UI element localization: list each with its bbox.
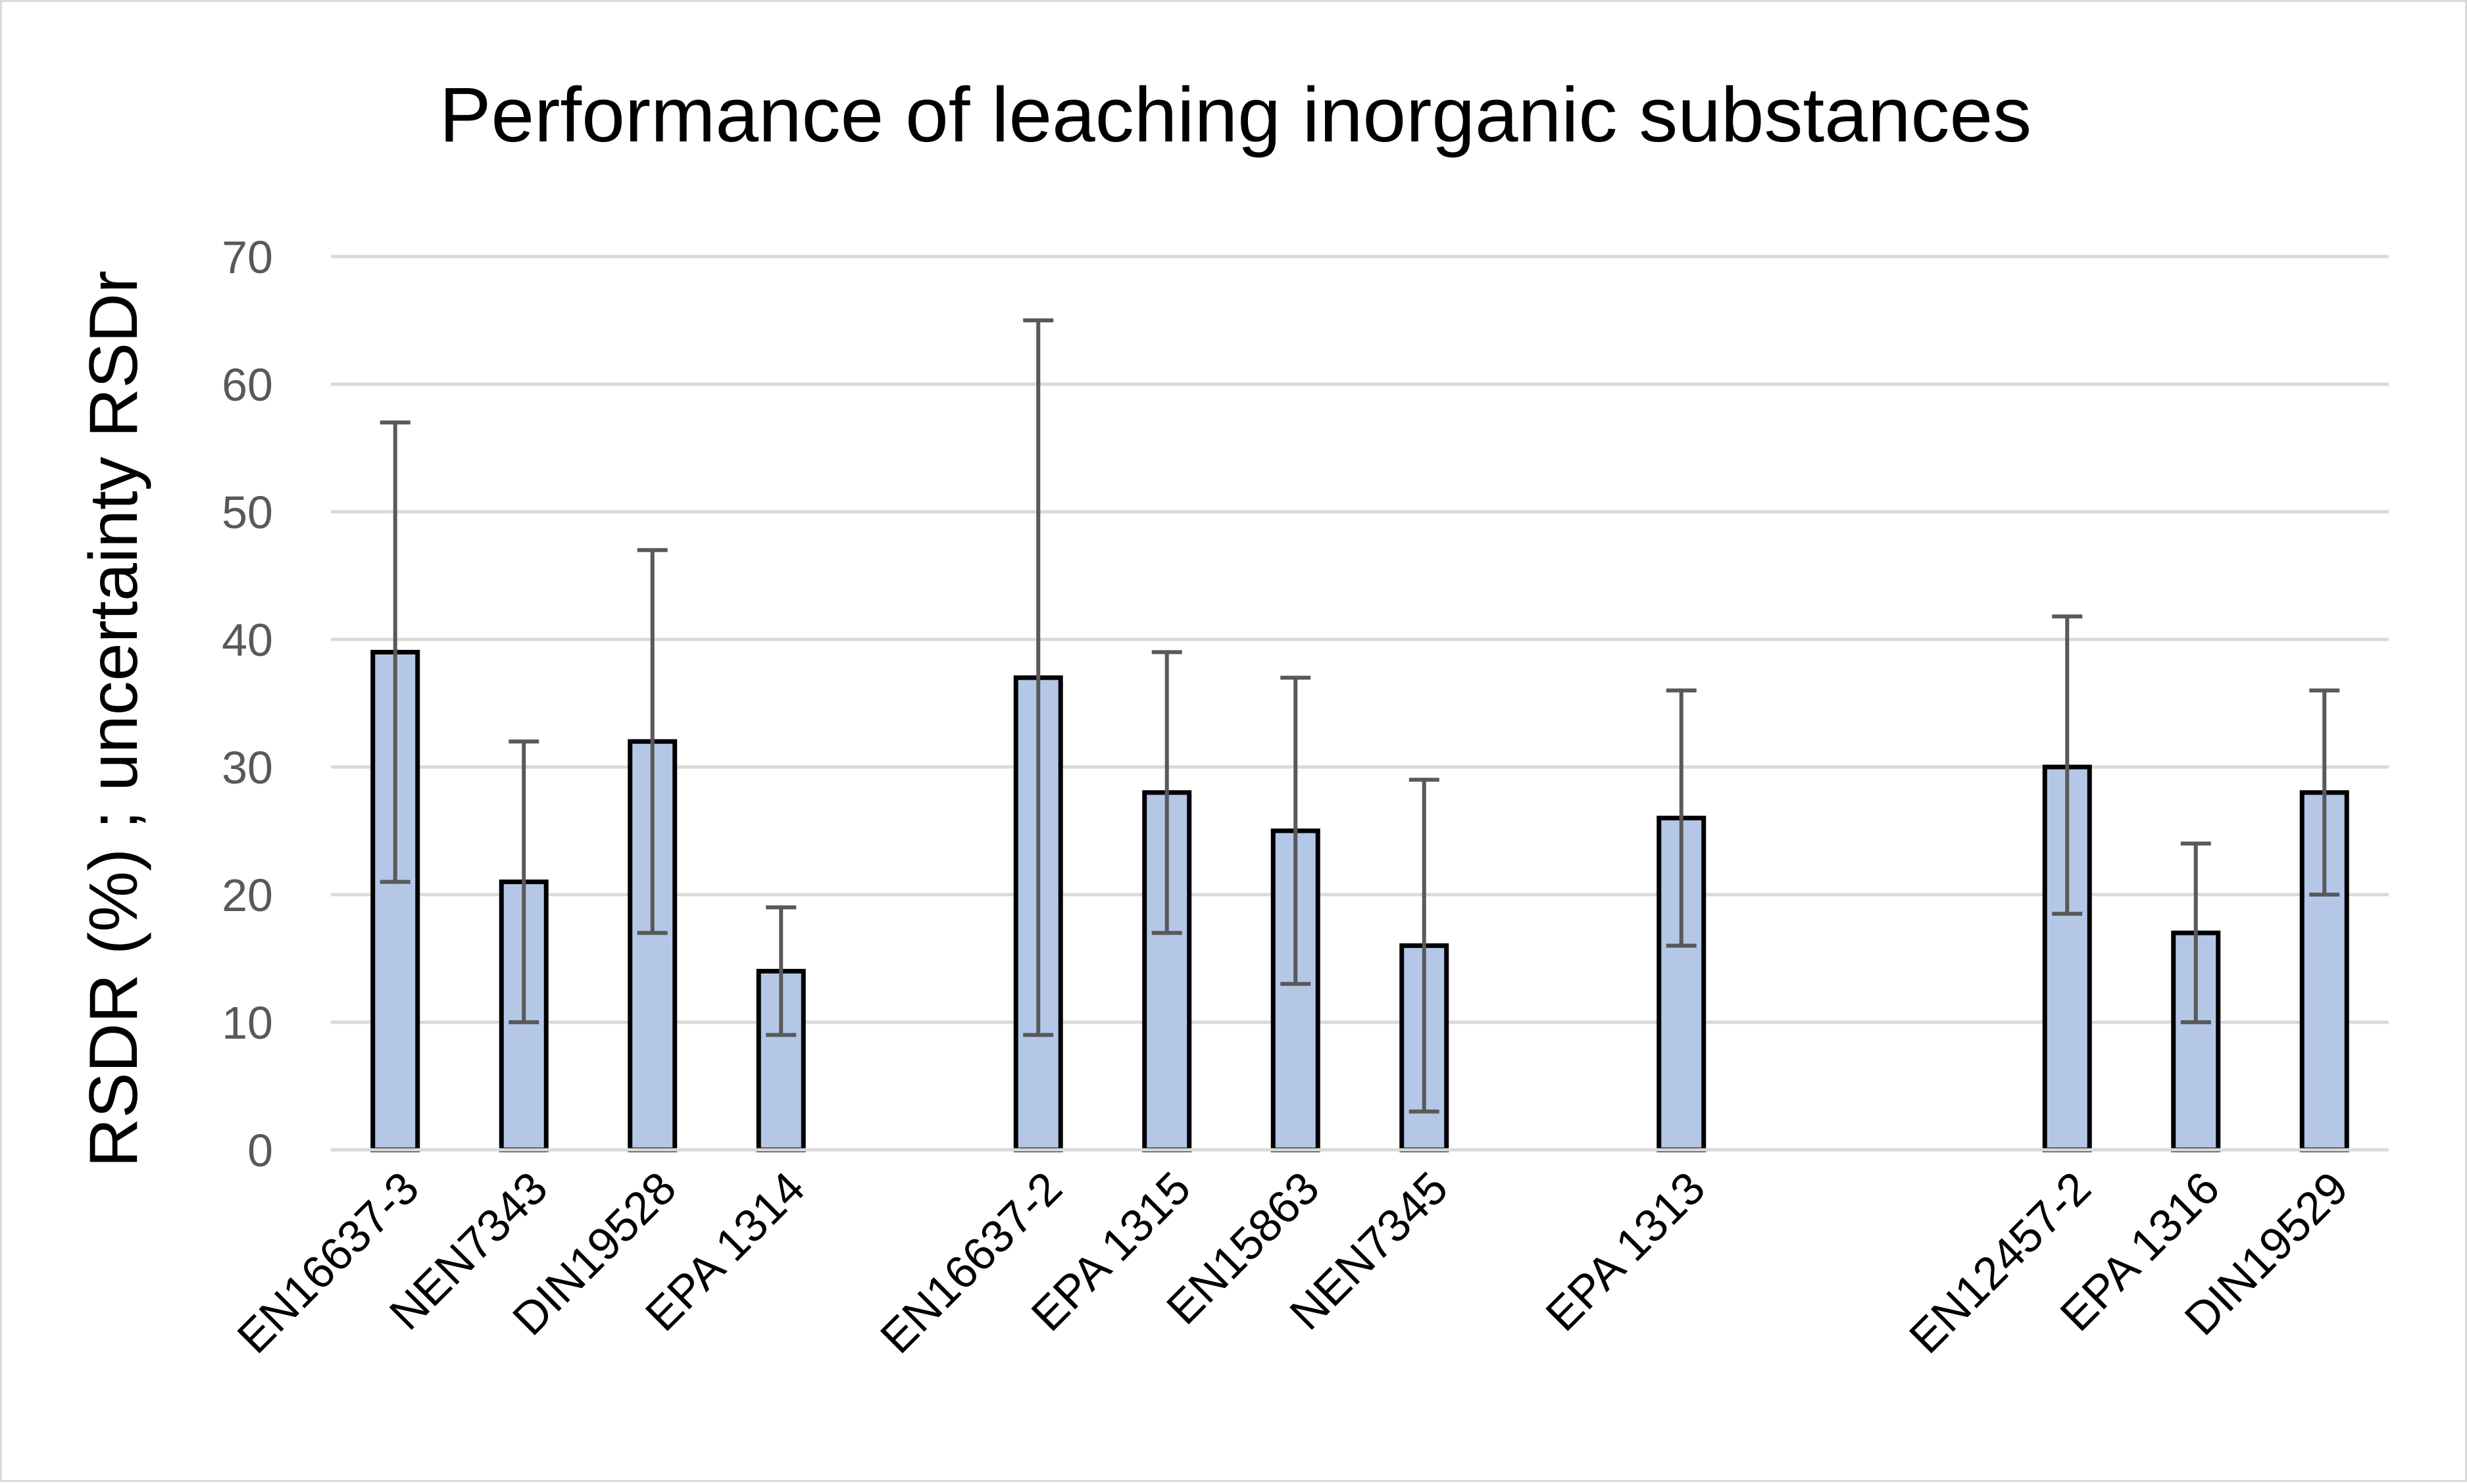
error-bar [1023, 318, 1054, 1037]
x-tick-label: EN12457-2 [1899, 1162, 2101, 1363]
y-tick-label: 30 [222, 742, 273, 793]
x-tick-label: EN16637-2 [870, 1162, 1072, 1363]
y-tick-label: 0 [247, 1125, 273, 1176]
x-tick-label: EPA 1313 [1536, 1162, 1715, 1341]
y-tick-label: 20 [222, 870, 273, 921]
error-bar [637, 548, 668, 935]
error-bar [1151, 650, 1182, 935]
bars [370, 649, 2349, 1152]
error-bar [2309, 688, 2340, 897]
y-tick-label: 60 [222, 359, 273, 410]
error-bar [766, 905, 797, 1037]
error-bar [2052, 614, 2083, 916]
y-tick-label: 10 [222, 997, 273, 1049]
y-tick-label: 50 [222, 487, 273, 538]
error-bar [509, 739, 539, 1024]
error-bar [1666, 688, 1697, 948]
y-tick-label: 40 [222, 614, 273, 666]
y-axis-title: RSDR (%) ; uncertainty RSDr [76, 270, 152, 1168]
x-tick-label: EN16637-3 [228, 1162, 429, 1363]
y-axis-ticks: 0 10 20 30 40 50 60 70 [222, 232, 273, 1176]
chart-title: Performance of leaching inorganic substa… [439, 72, 2031, 159]
error-bar [380, 420, 411, 884]
error-bar [2180, 841, 2211, 1024]
error-bar [1280, 676, 1311, 986]
y-tick-label: 70 [222, 232, 273, 283]
error-bars [380, 318, 2340, 1114]
error-bar [1408, 778, 1439, 1114]
